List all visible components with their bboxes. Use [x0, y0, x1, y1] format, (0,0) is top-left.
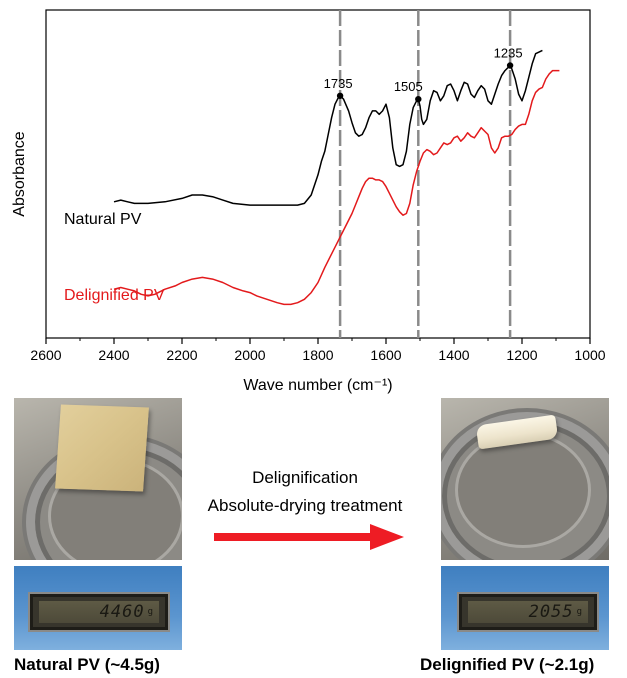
natural-pv-balance-display: 4460 g — [14, 566, 182, 650]
process-line-1: Delignification — [252, 468, 358, 487]
y-axis-title: Absorbance — [11, 131, 28, 216]
delignified-pv-photo — [441, 398, 609, 560]
peak-label-1735: 1735 — [324, 76, 353, 91]
balance-plate-right — [455, 432, 591, 548]
delignified-pv-caption: Delignified PV (~2.1g) — [420, 655, 595, 674]
peak-marker-1735 — [336, 92, 344, 99]
x-tick-label-1800: 1800 — [302, 347, 333, 363]
delignified-pv-balance-display: 2055 g — [441, 566, 609, 650]
lcd-left: 4460 g — [30, 594, 168, 630]
series-label-natural: Natural PV — [64, 211, 142, 228]
peak-label-1505: 1505 — [394, 79, 423, 94]
series-layer — [113, 49, 560, 306]
x-axis: 2600 2400 2200 2000 1800 1600 1400 1200 1000 — [30, 338, 606, 363]
x-tick-label-1600: 1600 — [370, 347, 401, 363]
x-tick-label-2400: 2400 — [98, 347, 129, 363]
natural-pv-sample — [55, 404, 149, 492]
series-line-delignified-pv — [113, 69, 560, 306]
lcd-right-unit: g — [576, 607, 582, 617]
lcd-left-value: 4460 — [99, 602, 145, 622]
x-tick-label-1400: 1400 — [438, 347, 469, 363]
x-tick-label-1000: 1000 — [574, 347, 605, 363]
x-tick-label-2200: 2200 — [166, 347, 197, 363]
natural-pv-caption: Natural PV (~4.5g) — [14, 655, 160, 674]
arrow-head — [370, 524, 404, 550]
peak-markers: 1735 1505 1235 — [324, 46, 523, 103]
peak-marker-1505 — [415, 95, 422, 103]
reference-lines — [338, 10, 512, 338]
arrow-shaft — [214, 533, 372, 541]
peak-label-1235: 1235 — [494, 46, 523, 61]
ftir-chart: 1735 1505 1235 2600 2400 2200 2000 1800 1600 140… — [11, 9, 606, 394]
x-axis-title: Wave number (cm⁻¹) — [243, 377, 392, 394]
process-line-2: Absolute-drying treatment — [207, 496, 403, 515]
x-tick-label-2000: 2000 — [234, 347, 265, 363]
lcd-right-value: 2055 — [528, 602, 574, 622]
process-arrow — [214, 524, 404, 550]
lcd-right: 2055 g — [459, 594, 597, 630]
peak-marker-1235 — [506, 62, 514, 69]
lcd-left-unit: g — [147, 607, 153, 617]
x-tick-label-1200: 1200 — [506, 347, 537, 363]
natural-pv-photo — [14, 398, 182, 560]
series-line-natural-pv — [113, 49, 543, 206]
x-tick-label-2600: 2600 — [30, 347, 61, 363]
series-label-delignified: Delignified PV — [64, 287, 165, 304]
